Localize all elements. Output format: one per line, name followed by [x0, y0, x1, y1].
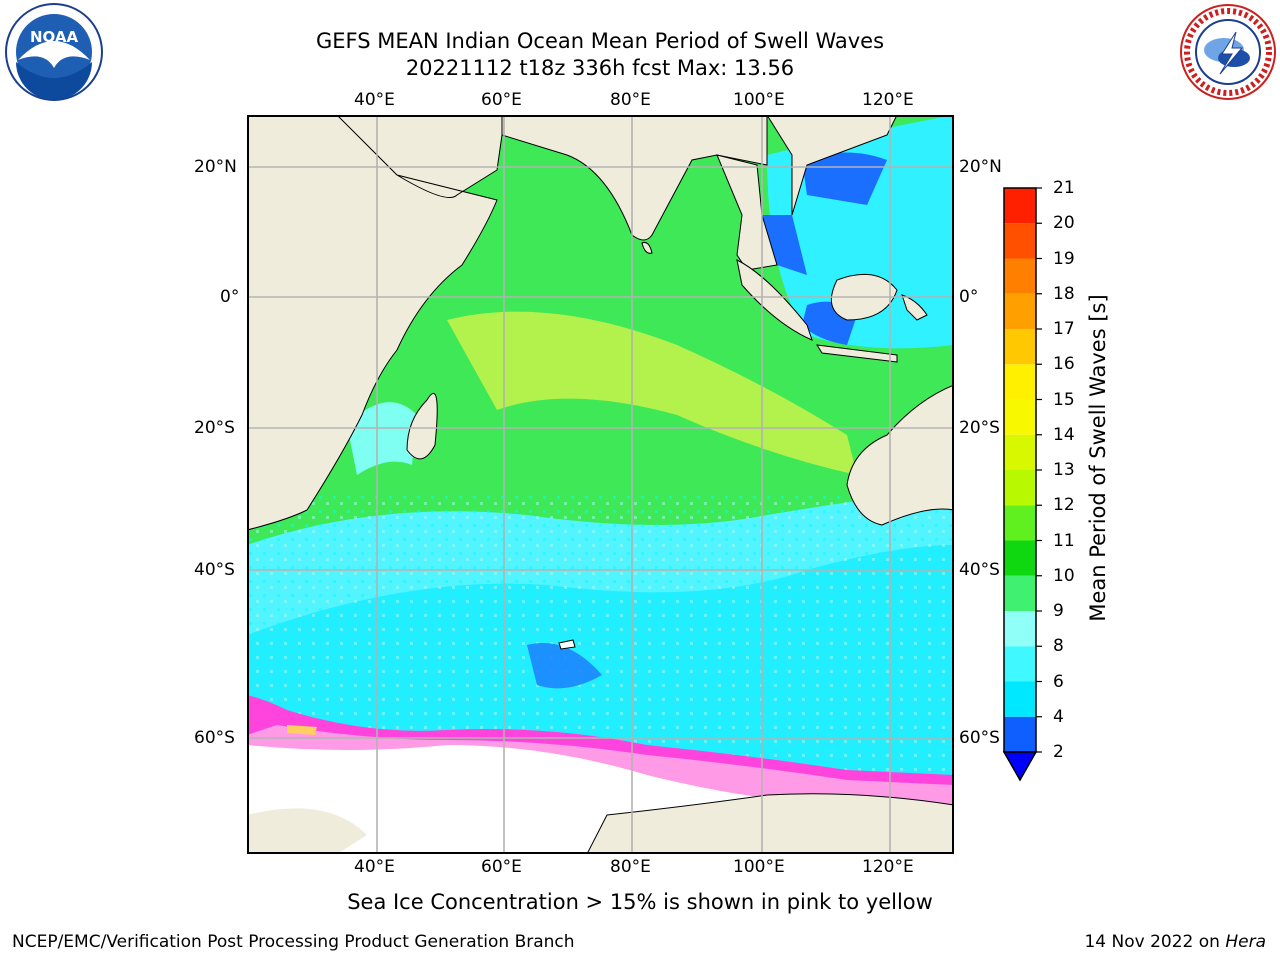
colorbar-tick-label: 8 — [1053, 636, 1064, 657]
colorbar-segment — [1004, 188, 1036, 224]
colorbar-segment — [1004, 293, 1036, 329]
colorbar-tick-label: 6 — [1053, 671, 1064, 692]
colorbar-segment — [1004, 575, 1036, 611]
colorbar-segment — [1004, 470, 1036, 506]
lon-label-bottom: 60°E — [481, 857, 522, 877]
noaa-logo-text: NOAA — [30, 28, 79, 46]
colorbar-tick-label: 9 — [1053, 601, 1064, 621]
lon-label-top: 80°E — [610, 90, 651, 110]
lon-label-bottom: 40°E — [354, 857, 395, 877]
sea-ice-caption: Sea Ice Concentration > 15% is shown in … — [347, 890, 933, 914]
footer-host: Hera — [1225, 932, 1266, 952]
lon-label-top: 60°E — [481, 90, 522, 110]
colorbar-tick-label: 2 — [1053, 742, 1064, 762]
noaa-logo: NOAA — [4, 2, 104, 102]
colorbar-under-arrow — [1002, 751, 1038, 782]
colorbar-tick-labels: 2 4 6 8 9 10 11 12 13 14 15 16 17 18 19 20 21 — [1053, 0, 1093, 960]
lon-label-top: 120°E — [862, 90, 914, 110]
colorbar-tick-label: 14 — [1053, 424, 1075, 445]
colorbar-tick-label: 20 — [1053, 213, 1075, 234]
lat-label-right: 0° — [959, 287, 979, 307]
colorbar-segment — [1004, 258, 1036, 294]
colorbar-tick-label: 17 — [1053, 319, 1075, 339]
colorbar-tick-label: 18 — [1053, 283, 1075, 304]
chart-subtitle: 20221112 t18z 336h fcst Max: 13.56 — [405, 56, 795, 80]
colorbar-segment — [1004, 505, 1036, 541]
colorbar — [996, 182, 1044, 786]
lat-label-right: 20°N — [959, 157, 1002, 177]
lon-label-top: 100°E — [733, 90, 785, 110]
australia-landmass — [846, 384, 954, 526]
colorbar-segment — [1004, 223, 1036, 259]
colorbar-tick-label: 15 — [1053, 389, 1075, 410]
colorbar-tick-label: 16 — [1053, 354, 1075, 375]
colorbar-segment — [1004, 364, 1036, 400]
lat-label-left: 40°S — [194, 560, 235, 580]
map-frame — [247, 115, 954, 854]
lat-label-left: 60°S — [194, 728, 235, 748]
map-svg — [247, 115, 954, 854]
high-period-band — [447, 311, 857, 475]
colorbar-segment — [1004, 681, 1036, 717]
colorbar-segment — [1004, 329, 1036, 365]
colorbar-segment — [1004, 434, 1036, 470]
nws-logo — [1178, 2, 1278, 102]
lat-label-left: 20°N — [194, 157, 237, 177]
colorbar-tick-label: 21 — [1053, 178, 1075, 198]
lon-label-bottom: 120°E — [862, 857, 914, 877]
colorbar-tick-label: 4 — [1053, 706, 1064, 727]
madagascar — [406, 393, 438, 460]
colorbar-tick-label: 12 — [1053, 495, 1075, 516]
map-panel — [247, 115, 954, 854]
africa-landmass — [247, 115, 506, 531]
lon-label-bottom: 80°E — [610, 857, 651, 877]
lat-label-right: 40°S — [959, 560, 1000, 580]
footer-date: 14 Nov 2022 on — [1084, 932, 1226, 952]
chart-title: GEFS MEAN Indian Ocean Mean Period of Sw… — [315, 29, 885, 53]
footer-right: 14 Nov 2022 on Hera — [1084, 932, 1266, 952]
colorbar-segment — [1004, 611, 1036, 647]
colorbar-label: Mean Period of Swell Waves [s] — [1086, 294, 1110, 622]
lat-label-left: 0° — [220, 287, 240, 307]
graticule — [247, 115, 954, 854]
lat-label-left: 20°S — [194, 418, 235, 438]
colorbar-segment — [1004, 646, 1036, 682]
colorbar-tick-label: 13 — [1053, 460, 1075, 480]
colorbar-segment — [1004, 399, 1036, 435]
footer-left: NCEP/EMC/Verification Post Processing Pr… — [12, 932, 575, 952]
lat-label-right: 60°S — [959, 728, 1000, 748]
lon-label-bottom: 100°E — [733, 857, 785, 877]
colorbar-tick-label: 19 — [1053, 248, 1075, 269]
colorbar-tick-label: 10 — [1053, 565, 1075, 586]
lat-label-right: 20°S — [959, 418, 1000, 438]
colorbar-segment — [1004, 716, 1036, 752]
colorbar-segment — [1004, 540, 1036, 576]
lon-label-top: 40°E — [354, 90, 395, 110]
colorbar-tick-label: 11 — [1053, 530, 1075, 551]
